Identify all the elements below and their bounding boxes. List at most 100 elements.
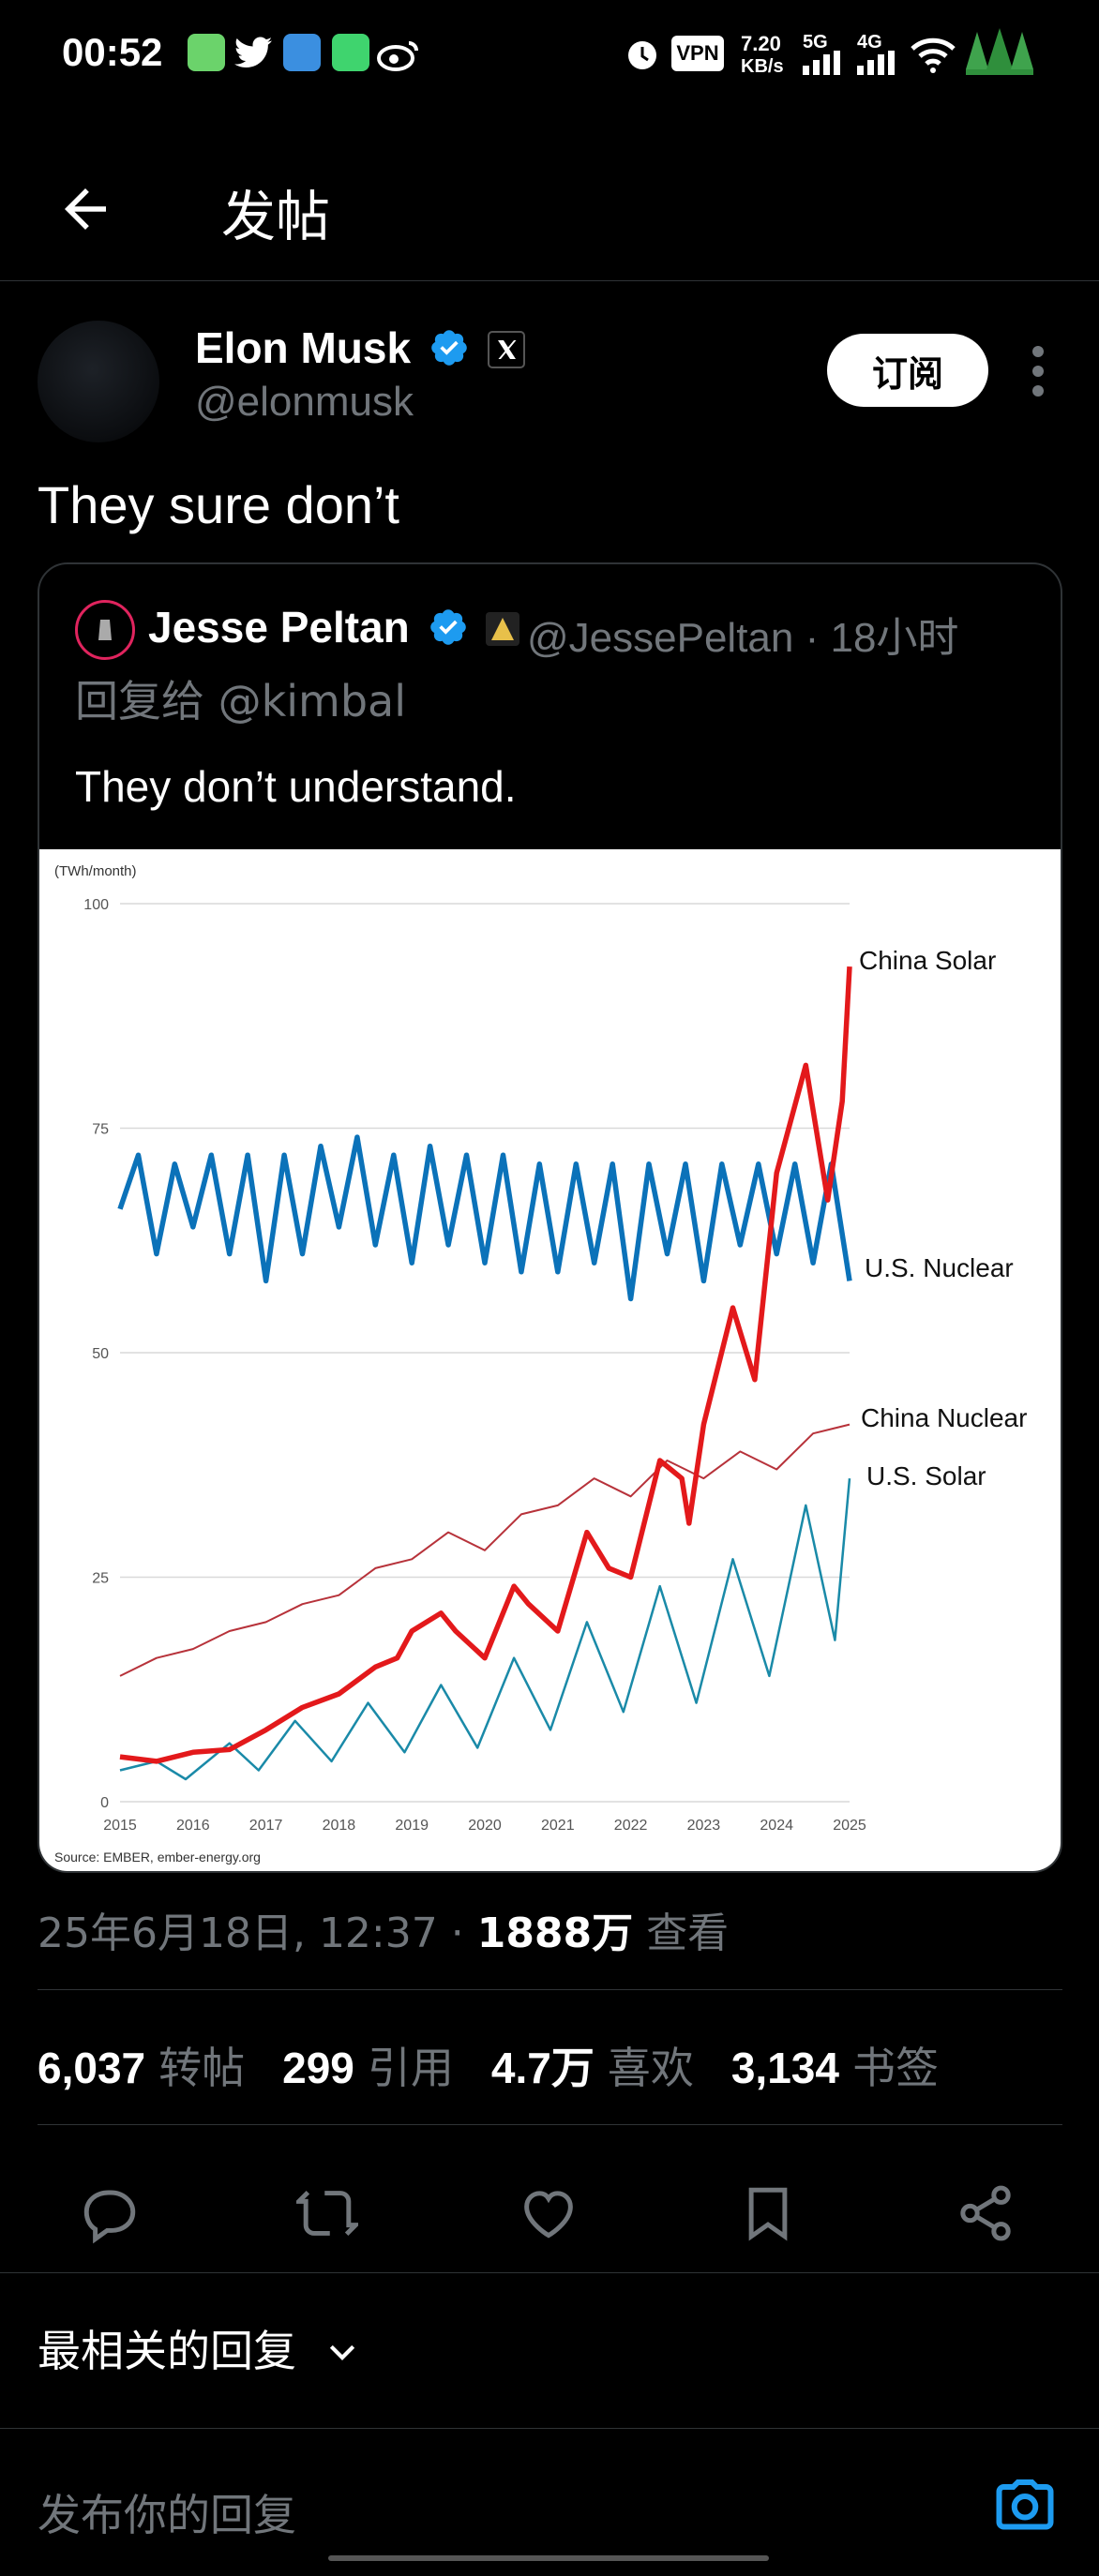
quote-author-name[interactable]: Jesse Peltan	[148, 603, 410, 651]
x-tick-label: 2018	[323, 1818, 356, 1834]
reposts-stat[interactable]: 6,037 转帖	[38, 2043, 245, 2093]
alarm-icon	[628, 41, 656, 69]
series-label: U.S. Nuclear	[865, 1253, 1014, 1282]
like-icon[interactable]	[518, 2182, 580, 2244]
quotes-count: 299	[282, 2044, 354, 2092]
line-chart: (TWh/month) 0 25 50 75 100 2015 2016 2017 2018 201…	[54, 863, 1027, 1865]
chart-unit-label: (TWh/month)	[54, 863, 137, 879]
series-label: U.S. Solar	[866, 1461, 986, 1490]
x-tick-label: 2025	[833, 1818, 866, 1834]
x-logo-icon	[487, 331, 525, 368]
app-notification-icon	[188, 34, 225, 71]
x-tick-label: 2019	[395, 1818, 429, 1834]
weibo-icon	[377, 41, 418, 71]
network-speed-value: 7.20	[741, 32, 781, 55]
likes-stat[interactable]: 4.7万 喜欢	[491, 2043, 694, 2093]
reply-sort-dropdown[interactable]: 最相关的回复	[38, 2317, 361, 2379]
x-tick-label: 2015	[103, 1818, 137, 1834]
y-tick-label: 25	[92, 1571, 109, 1587]
quote-handle-time: @JessePeltan · 18小时	[527, 615, 959, 661]
battery-trees-icon	[966, 28, 1033, 75]
series-line	[119, 966, 852, 1764]
y-tick-label: 100	[83, 897, 109, 913]
quotes-stat[interactable]: 299 引用	[282, 2043, 454, 2093]
author-handle[interactable]: @elonmusk	[195, 379, 414, 425]
y-tick-label: 75	[92, 1122, 109, 1138]
twitter-bird-icon	[234, 37, 272, 67]
network-speed-unit: KB/s	[741, 56, 784, 77]
back-arrow-icon[interactable]	[54, 178, 116, 240]
views-label: 查看	[633, 1910, 730, 1957]
signal-4g-icon	[857, 51, 895, 75]
series-label: China Nuclear	[861, 1403, 1027, 1432]
top-nav: 发帖	[0, 141, 1099, 281]
quoted-tweet[interactable]: Jesse Peltan @JessePeltan · 18小时 回复给 @ki…	[38, 562, 1062, 1873]
avatar-figure-icon	[98, 620, 112, 640]
bookmark-icon[interactable]	[737, 2182, 799, 2244]
vpn-badge: VPN	[671, 36, 724, 71]
y-tick-label: 50	[92, 1346, 109, 1362]
status-bar: 00:52 VPN 7.20 KB/s 5G 4G	[0, 0, 1099, 112]
likes-label: 喜欢	[607, 2043, 694, 2093]
chart-image[interactable]: (TWh/month) 0 25 50 75 100 2015 2016 2017 2018 201…	[39, 849, 1061, 1871]
x-tick-label: 2017	[249, 1818, 283, 1834]
app-notification-icon	[332, 34, 369, 71]
quote-reply-to[interactable]: 回复给 @kimbal	[75, 676, 407, 726]
network-4g-label: 4G	[857, 32, 882, 52]
verified-badge-icon	[431, 330, 467, 366]
chart-source: Source: EMBER, ember-energy.org	[54, 1850, 261, 1865]
divider	[38, 2124, 1062, 2125]
author-avatar[interactable]	[38, 321, 159, 442]
bookmarks-stat[interactable]: 3,134 书签	[731, 2043, 939, 2093]
reply-icon[interactable]	[79, 2182, 141, 2244]
status-time: 00:52	[62, 30, 163, 74]
x-tick-label: 2023	[687, 1818, 721, 1834]
quotes-label: 引用	[367, 2043, 454, 2093]
bookmarks-count: 3,134	[730, 2044, 839, 2092]
quote-author-name-row[interactable]: Jesse Peltan	[148, 602, 521, 652]
repost-icon[interactable]	[296, 2182, 358, 2244]
camera-icon[interactable]	[994, 2478, 1056, 2534]
signal-5g-icon	[803, 51, 840, 75]
likes-count: 4.7万	[490, 2044, 595, 2092]
home-indicator[interactable]	[328, 2555, 769, 2561]
engagement-stats: 6,037 转帖 299 引用 4.7万 喜欢 3,134 书签	[38, 2034, 976, 2096]
author-name[interactable]: Elon Musk	[195, 323, 412, 372]
wifi-icon	[911, 37, 956, 73]
bookmarks-label: 书签	[851, 2043, 939, 2093]
x-tick-label: 2022	[614, 1818, 648, 1834]
x-tick-label: 2024	[760, 1818, 793, 1834]
author-name-row[interactable]: Elon Musk	[195, 322, 525, 373]
x-tick-label: 2016	[176, 1818, 210, 1834]
app-notification-icon	[283, 34, 321, 71]
x-tick-label: 2020	[468, 1818, 502, 1834]
series-line	[119, 1477, 851, 1781]
affiliate-badge-icon	[486, 612, 520, 646]
series-line	[117, 1134, 852, 1302]
y-tick-label: 0	[100, 1795, 109, 1811]
verified-badge-icon	[429, 609, 466, 645]
divider	[0, 2272, 1099, 2273]
tweet-meta: 25年6月18日, 12:37 · 1888万 查看	[38, 1899, 729, 1959]
subscribe-button[interactable]: 订阅	[827, 334, 988, 407]
x-tick-label: 2021	[541, 1818, 575, 1834]
quote-author-avatar[interactable]	[75, 600, 135, 660]
views-count: 1888万	[476, 1910, 634, 1957]
chevron-down-icon	[329, 2344, 354, 2360]
reply-input[interactable]: 发布你的回复	[38, 2490, 296, 2540]
quote-text: They don’t understand.	[75, 762, 517, 811]
tweet-text: They sure don’t	[38, 475, 399, 534]
more-vertical-icon[interactable]	[1024, 343, 1052, 399]
reply-composer: 发布你的回复	[0, 2428, 1099, 2576]
series-line	[119, 1423, 851, 1677]
share-icon[interactable]	[955, 2182, 1016, 2244]
tweet-timestamp: 25年6月18日, 12:37 ·	[38, 1910, 477, 1957]
reposts-label: 转帖	[158, 2043, 246, 2093]
reply-sort-label: 最相关的回复	[38, 2326, 296, 2376]
action-bar	[0, 2156, 1099, 2269]
series-label: China Solar	[859, 946, 996, 975]
divider	[38, 1989, 1062, 1990]
reposts-count: 6,037	[38, 2044, 146, 2092]
network-5g-label: 5G	[803, 32, 828, 52]
page-title: 发帖	[221, 185, 331, 248]
